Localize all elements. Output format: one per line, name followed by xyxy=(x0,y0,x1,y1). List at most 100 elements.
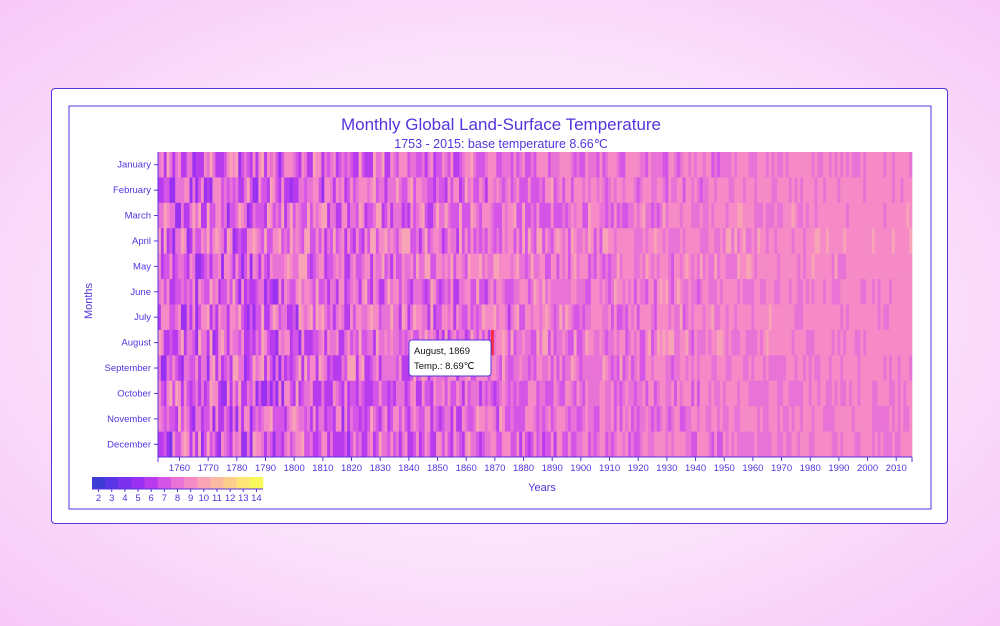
heatmap-cell[interactable] xyxy=(702,152,706,178)
heatmap-cell[interactable] xyxy=(782,431,787,458)
heatmap-cell[interactable] xyxy=(307,228,311,255)
heatmap-cell[interactable] xyxy=(754,355,758,382)
heatmap-cell[interactable] xyxy=(869,329,873,356)
heatmap-cell[interactable] xyxy=(355,152,360,178)
heatmap-cell[interactable] xyxy=(613,177,618,204)
heatmap-cell[interactable] xyxy=(593,380,597,407)
heatmap-cell[interactable] xyxy=(625,380,629,407)
heatmap-cell[interactable] xyxy=(473,228,477,255)
heatmap-cell[interactable] xyxy=(894,304,899,331)
heatmap-cell[interactable] xyxy=(871,152,876,178)
heatmap-cell[interactable] xyxy=(633,431,638,458)
heatmap-cell[interactable] xyxy=(530,355,534,382)
heatmap-cell[interactable] xyxy=(596,279,600,305)
heatmap-cell[interactable] xyxy=(516,431,520,458)
heatmap-cell[interactable] xyxy=(794,304,798,331)
heatmap-cell[interactable] xyxy=(421,228,425,255)
heatmap-cell[interactable] xyxy=(175,202,179,229)
heatmap-cell[interactable] xyxy=(848,152,853,178)
heatmap-cell[interactable] xyxy=(246,380,251,407)
heatmap-cell[interactable] xyxy=(407,177,411,204)
heatmap-cell[interactable] xyxy=(235,380,239,407)
heatmap-cell[interactable] xyxy=(565,329,569,356)
heatmap-cell[interactable] xyxy=(828,253,833,280)
heatmap-cell[interactable] xyxy=(513,406,517,432)
heatmap-cell[interactable] xyxy=(645,380,649,407)
heatmap-cell[interactable] xyxy=(496,329,500,356)
heatmap-cell[interactable] xyxy=(201,253,205,280)
heatmap-cell[interactable] xyxy=(737,355,741,382)
heatmap-cell[interactable] xyxy=(287,177,291,204)
heatmap-cell[interactable] xyxy=(387,380,391,407)
heatmap-cell[interactable] xyxy=(619,329,623,356)
heatmap-cell[interactable] xyxy=(619,228,623,255)
heatmap-cell[interactable] xyxy=(613,431,618,458)
heatmap-cell[interactable] xyxy=(347,253,351,280)
heatmap-cell[interactable] xyxy=(599,253,603,280)
heatmap-cell[interactable] xyxy=(318,355,322,382)
heatmap-cell[interactable] xyxy=(522,406,526,432)
heatmap-cell[interactable] xyxy=(332,329,337,356)
heatmap-cell[interactable] xyxy=(433,304,437,331)
heatmap-cell[interactable] xyxy=(840,431,844,458)
heatmap-cell[interactable] xyxy=(811,279,815,305)
heatmap-cell[interactable] xyxy=(714,253,718,280)
heatmap-cell[interactable] xyxy=(565,380,569,407)
heatmap-cell[interactable] xyxy=(395,177,400,204)
heatmap-cell[interactable] xyxy=(542,253,546,280)
heatmap-cell[interactable] xyxy=(226,304,231,331)
heatmap-cell[interactable] xyxy=(648,152,652,178)
heatmap-cell[interactable] xyxy=(639,406,643,432)
heatmap-cell[interactable] xyxy=(682,152,686,178)
heatmap-cell[interactable] xyxy=(186,228,190,255)
heatmap-cell[interactable] xyxy=(284,202,288,229)
heatmap-cell[interactable] xyxy=(459,228,463,255)
heatmap-cell[interactable] xyxy=(324,177,328,204)
heatmap-cell[interactable] xyxy=(857,431,861,458)
heatmap-cell[interactable] xyxy=(533,406,537,432)
heatmap-cell[interactable] xyxy=(834,304,838,331)
heatmap-cell[interactable] xyxy=(682,202,686,229)
heatmap-cell[interactable] xyxy=(699,152,704,178)
heatmap-cell[interactable] xyxy=(866,406,870,432)
heatmap-cell[interactable] xyxy=(857,177,861,204)
heatmap-cell[interactable] xyxy=(524,329,529,356)
heatmap-cell[interactable] xyxy=(869,304,873,331)
heatmap-cell[interactable] xyxy=(762,279,767,305)
heatmap-cell[interactable] xyxy=(395,380,400,407)
heatmap-cell[interactable] xyxy=(533,380,537,407)
heatmap-cell[interactable] xyxy=(201,304,205,331)
heatmap-cell[interactable] xyxy=(565,228,569,255)
heatmap-cell[interactable] xyxy=(857,329,861,356)
heatmap-cell[interactable] xyxy=(309,152,314,178)
heatmap-cell[interactable] xyxy=(602,152,606,178)
heatmap-cell[interactable] xyxy=(206,329,210,356)
heatmap-cell[interactable] xyxy=(476,406,480,432)
heatmap-cell[interactable] xyxy=(266,202,271,229)
heatmap-cell[interactable] xyxy=(883,177,887,204)
heatmap-cell[interactable] xyxy=(413,406,417,432)
heatmap-cell[interactable] xyxy=(235,152,239,178)
heatmap-cell[interactable] xyxy=(596,355,600,382)
heatmap-cell[interactable] xyxy=(206,355,210,382)
heatmap-cell[interactable] xyxy=(338,177,342,204)
heatmap-cell[interactable] xyxy=(869,279,873,305)
heatmap-cell[interactable] xyxy=(553,329,557,356)
heatmap-cell[interactable] xyxy=(762,431,767,458)
heatmap-cell[interactable] xyxy=(413,228,417,255)
heatmap-cell[interactable] xyxy=(889,355,893,382)
heatmap-cell[interactable] xyxy=(275,355,279,382)
heatmap-cell[interactable] xyxy=(889,279,893,305)
heatmap-cell[interactable] xyxy=(287,202,291,229)
heatmap-cell[interactable] xyxy=(424,279,428,305)
heatmap-cell[interactable] xyxy=(527,431,532,458)
heatmap-cell[interactable] xyxy=(341,177,345,204)
heatmap-cell[interactable] xyxy=(160,329,165,356)
heatmap-cell[interactable] xyxy=(258,431,262,458)
heatmap-cell[interactable] xyxy=(891,406,896,432)
heatmap-cell[interactable] xyxy=(613,228,618,255)
heatmap-cell[interactable] xyxy=(648,202,652,229)
heatmap-cell[interactable] xyxy=(344,329,348,356)
heatmap-cell[interactable] xyxy=(817,304,821,331)
heatmap-cell[interactable] xyxy=(671,253,675,280)
